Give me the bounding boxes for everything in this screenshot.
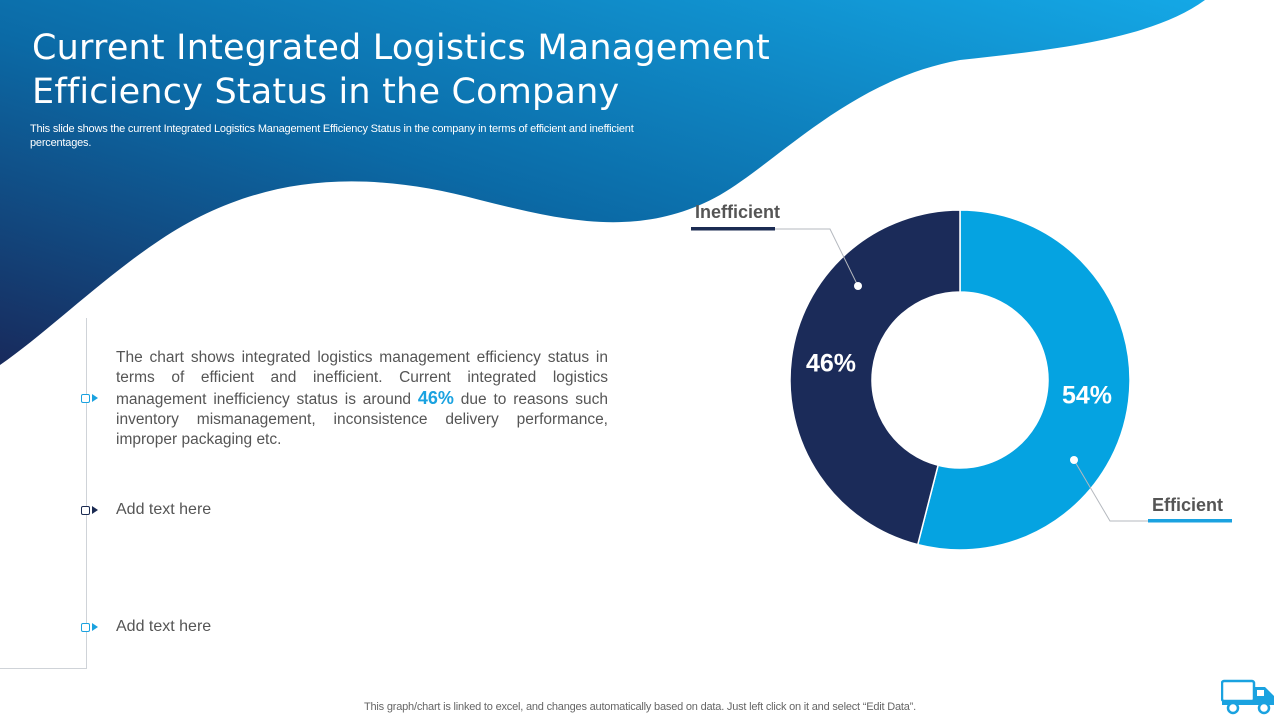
left-bracket-line bbox=[0, 318, 87, 669]
donut-slice-inefficient bbox=[789, 209, 961, 546]
point-2-text: Add text here bbox=[116, 501, 212, 518]
bullet-arrow-icon bbox=[92, 394, 98, 402]
title-line-2: Efficiency Status in the Company bbox=[32, 72, 620, 112]
page-title: Current Integrated Logistics Management … bbox=[32, 26, 832, 114]
efficient-legend-label: Efficient bbox=[1152, 495, 1223, 515]
inefficient-leader-dot bbox=[854, 282, 862, 290]
inefficient-legend-label: Inefficient bbox=[695, 202, 780, 222]
point-1-text: The chart shows integrated logistics man… bbox=[116, 348, 608, 450]
page-subtitle: This slide shows the current Integrated … bbox=[30, 123, 634, 149]
inefficient-leader-line bbox=[775, 228, 859, 287]
chart-footnote: This graph/chart is linked to excel, and… bbox=[364, 701, 916, 713]
header-wave-shape bbox=[0, 0, 1205, 365]
efficient-value-label: 54% bbox=[1062, 382, 1112, 410]
efficient-leader-dot bbox=[1070, 456, 1078, 464]
donut-slices bbox=[789, 209, 1131, 551]
point-1-text-start: The chart shows integrated logistics man… bbox=[116, 349, 608, 408]
title-line-1: Current Integrated Logistics Management bbox=[32, 28, 770, 68]
delivery-truck-icon bbox=[1221, 679, 1274, 715]
efficient-leader-line bbox=[1073, 459, 1150, 522]
inefficient-label-underline bbox=[691, 227, 775, 231]
bullet-arrow-icon bbox=[92, 623, 98, 631]
inefficient-value-label: 46% bbox=[806, 350, 856, 378]
efficient-label-underline bbox=[1148, 519, 1232, 523]
bullet-square-icon bbox=[81, 394, 90, 403]
donut-chart: Inefficient Efficient 54% 46% bbox=[691, 202, 1232, 551]
point-1-highlight: 46% bbox=[417, 388, 454, 408]
point-3-text: Add text here bbox=[116, 618, 212, 635]
bullet-square-icon bbox=[81, 623, 90, 632]
bullet-arrow-icon bbox=[92, 506, 98, 514]
bullet-square-icon bbox=[81, 506, 90, 515]
point-1-text-end: due to reasons such inventory mismanagem… bbox=[116, 391, 608, 448]
